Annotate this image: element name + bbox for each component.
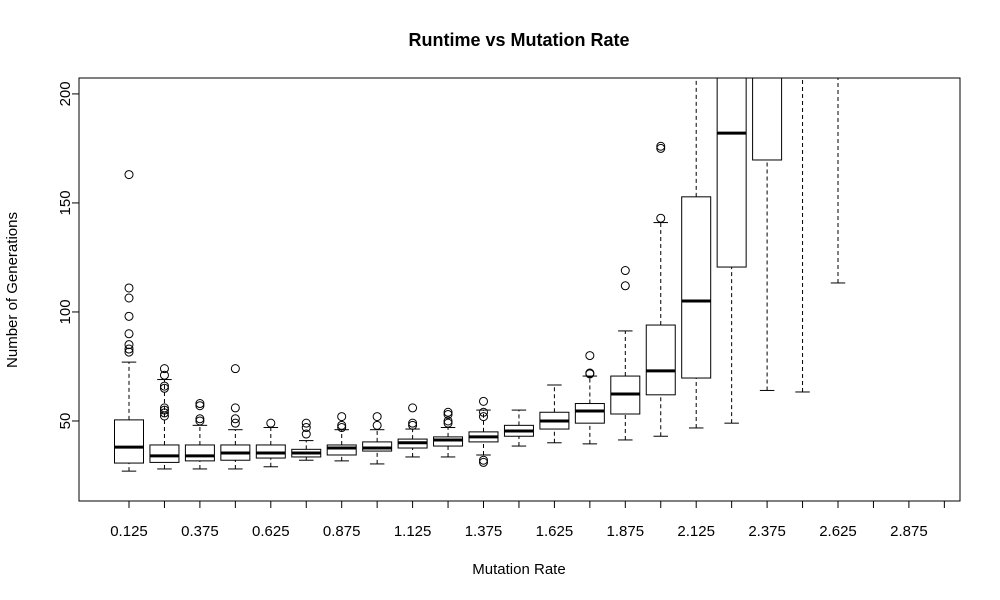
x-tick-label: 2.875 xyxy=(890,523,928,540)
outlier xyxy=(230,403,240,413)
outlier xyxy=(124,170,134,180)
x-tick-label: 2.125 xyxy=(677,523,715,540)
x-tick-label: 1.375 xyxy=(465,523,503,540)
outlier xyxy=(479,412,488,422)
outlier xyxy=(195,399,205,409)
outlier xyxy=(124,347,134,357)
outlier xyxy=(443,409,453,419)
plot-frame xyxy=(78,77,961,502)
outlier xyxy=(230,414,240,424)
outlier xyxy=(443,407,453,417)
outlier xyxy=(479,455,488,465)
outlier xyxy=(479,407,488,417)
outlier xyxy=(443,416,453,426)
outlier xyxy=(337,412,347,422)
y-tick-label: 200 xyxy=(57,81,74,106)
outlier xyxy=(585,369,595,379)
outlier xyxy=(620,266,630,276)
outlier xyxy=(301,423,311,433)
outlier xyxy=(124,293,134,303)
outlier xyxy=(408,418,418,428)
outlier xyxy=(656,143,666,153)
outlier xyxy=(159,370,169,380)
outlier xyxy=(195,416,205,426)
outlier xyxy=(159,381,169,391)
outlier xyxy=(620,281,630,291)
outlier xyxy=(585,351,595,361)
y-axis-label: Number of Generations xyxy=(4,212,21,368)
outlier xyxy=(337,423,347,433)
x-tick-label: 2.625 xyxy=(819,523,857,540)
outlier xyxy=(443,418,453,428)
x-tick-label: 2.375 xyxy=(748,523,786,540)
x-tick-label: 0.625 xyxy=(252,523,290,540)
outlier xyxy=(408,403,418,413)
outlier xyxy=(159,408,169,418)
outlier xyxy=(159,364,169,374)
outlier xyxy=(301,418,311,428)
outlier xyxy=(124,283,134,293)
y-tick-label: 100 xyxy=(57,299,74,324)
outlier xyxy=(124,340,134,350)
plot-area xyxy=(114,78,846,472)
x-axis-label: Mutation Rate xyxy=(472,561,565,578)
x-tick-label: 1.875 xyxy=(607,523,645,540)
outlier xyxy=(195,401,205,411)
y-tick-label: 150 xyxy=(57,190,74,215)
chart-title: Runtime vs Mutation Rate xyxy=(408,30,629,50)
outlier xyxy=(230,364,240,374)
outlier xyxy=(337,420,347,430)
outlier xyxy=(372,412,382,422)
outlier xyxy=(195,414,205,424)
outlier xyxy=(124,311,134,321)
x-tick-label: 0.125 xyxy=(110,523,148,540)
x-tick-label: 0.875 xyxy=(323,523,361,540)
outlier xyxy=(408,420,418,430)
outlier xyxy=(656,141,666,151)
outlier xyxy=(230,418,240,428)
outlier xyxy=(124,344,134,354)
outlier xyxy=(372,420,382,430)
outlier xyxy=(301,429,311,439)
box xyxy=(752,78,783,161)
x-tick-label: 1.625 xyxy=(536,523,574,540)
outlier xyxy=(159,383,169,393)
outlier xyxy=(266,418,276,428)
y-tick-label: 50 xyxy=(57,413,74,430)
outlier xyxy=(159,411,169,421)
outlier xyxy=(124,329,134,339)
outlier xyxy=(479,457,488,467)
x-tick-label: 0.375 xyxy=(181,523,219,540)
x-tick-label: 1.125 xyxy=(394,523,432,540)
outlier xyxy=(656,213,666,223)
outlier xyxy=(159,405,169,415)
outlier xyxy=(479,396,488,406)
